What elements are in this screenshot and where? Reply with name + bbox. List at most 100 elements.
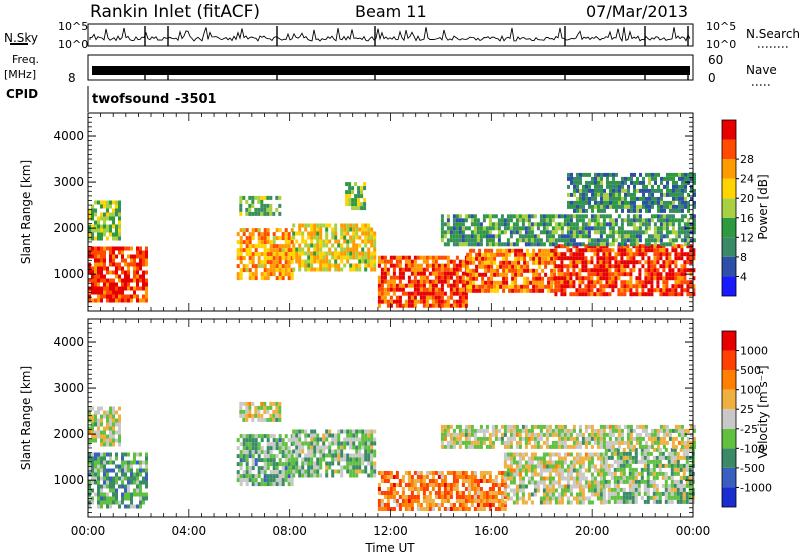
heatmap-cell xyxy=(655,463,659,468)
heatmap-cell xyxy=(664,491,668,496)
heatmap-cell xyxy=(245,442,249,447)
heatmap-cell xyxy=(428,507,432,511)
heatmap-cell xyxy=(491,487,495,491)
heatmap-cell xyxy=(443,444,447,449)
heatmap-cell xyxy=(236,248,240,253)
heatmap-cell xyxy=(606,196,609,201)
heatmap-cell xyxy=(295,457,299,462)
heatmap-cell xyxy=(479,499,483,503)
heatmap-cell xyxy=(248,474,252,479)
heatmap-cell xyxy=(278,438,282,443)
heatmap-cell xyxy=(479,503,483,507)
heatmap-cell xyxy=(484,252,488,257)
heatmap-cell xyxy=(681,200,684,205)
heatmap-cell xyxy=(634,447,638,452)
heatmap-cell xyxy=(512,492,516,497)
heatmap-cell xyxy=(569,260,573,265)
heatmap-cell xyxy=(620,252,624,257)
heatmap-cell xyxy=(100,496,103,501)
heatmap-cell xyxy=(349,235,353,240)
heatmap-cell xyxy=(145,460,148,465)
heatmap-cell xyxy=(307,473,311,478)
heatmap-cell xyxy=(506,444,510,449)
heatmap-cell xyxy=(257,405,261,410)
heatmap-cell xyxy=(636,180,639,185)
heatmap-cell xyxy=(654,172,657,177)
heatmap-cell xyxy=(434,303,438,308)
heatmap-cell xyxy=(631,495,635,500)
heatmap-cell xyxy=(581,218,585,223)
heatmap-cell xyxy=(604,451,608,456)
heatmap-cell xyxy=(145,464,148,469)
heatmap-cell xyxy=(619,479,623,484)
heatmap-cell xyxy=(599,268,603,273)
heatmap-cell xyxy=(497,230,501,235)
heatmap-cell xyxy=(532,252,536,257)
heatmap-cell xyxy=(100,254,103,259)
heatmap-cell xyxy=(548,452,552,457)
heatmap-cell xyxy=(509,452,513,457)
heatmap-cell xyxy=(100,246,103,251)
heatmap-cell xyxy=(310,243,314,248)
heatmap-cell xyxy=(485,503,489,507)
heatmap-cell xyxy=(455,483,459,487)
heatmap-cell xyxy=(584,244,588,249)
heatmap-cell xyxy=(410,271,414,276)
heatmap-cell xyxy=(530,432,534,437)
heatmap-cell xyxy=(304,429,308,434)
heatmap-cell xyxy=(139,468,142,473)
heatmap-cell xyxy=(97,290,100,295)
heatmap-cell xyxy=(497,491,501,495)
heatmap-cell xyxy=(484,288,488,293)
heatmap-cell xyxy=(257,236,261,241)
heatmap-cell xyxy=(567,184,570,189)
heatmap-cell xyxy=(619,471,623,476)
heatmap-cell xyxy=(461,299,465,304)
heatmap-cell xyxy=(352,441,356,446)
heatmap-cell xyxy=(407,263,411,268)
heatmap-cell xyxy=(88,266,91,271)
heatmap-cell xyxy=(322,239,326,244)
heatmap-cell xyxy=(605,272,609,277)
heatmap-cell xyxy=(251,462,255,467)
heatmap-cell xyxy=(361,433,365,438)
heatmap-cell xyxy=(637,483,641,488)
freq-panel-frame xyxy=(87,54,694,81)
heatmap-cell xyxy=(554,472,558,477)
heatmap-cell xyxy=(491,222,495,227)
heatmap-cell xyxy=(633,192,636,197)
heatmap-cell xyxy=(346,243,350,248)
heatmap-cell xyxy=(260,203,264,208)
heatmap-cell xyxy=(100,250,103,255)
heatmap-cell xyxy=(687,208,690,213)
heatmap-cell xyxy=(596,272,600,277)
heatmap-cell xyxy=(539,230,543,235)
heatmap-cell xyxy=(518,484,522,489)
heatmap-cell xyxy=(629,276,633,281)
heatmap-cell xyxy=(100,422,103,427)
heatmap-cell xyxy=(499,280,503,285)
heatmap-cell xyxy=(604,467,608,472)
heatmap-cell xyxy=(490,260,494,265)
heatmap-cell xyxy=(100,232,103,237)
heatmap-cell xyxy=(663,204,666,209)
heatmap-cell xyxy=(560,484,564,489)
heatmap-cell xyxy=(523,280,527,285)
heatmap-cell xyxy=(334,227,338,232)
heatmap-cell xyxy=(112,414,115,419)
heatmap-cell xyxy=(239,256,243,261)
heatmap-cell xyxy=(307,247,311,252)
heatmap-cell xyxy=(503,488,507,493)
heatmap-cell xyxy=(649,495,653,500)
heatmap-cell xyxy=(512,436,516,441)
heatmap-cell xyxy=(658,495,662,500)
heatmap-cell xyxy=(440,440,444,445)
heatmap-cell xyxy=(665,218,669,223)
heatmap-cell xyxy=(284,232,288,237)
heatmap-cell xyxy=(610,495,614,500)
heatmap-cell xyxy=(446,483,450,487)
heatmap-cell xyxy=(419,471,423,475)
heatmap-cell xyxy=(298,223,302,228)
heatmap-cell xyxy=(538,264,542,269)
heatmap-cell xyxy=(133,452,136,457)
